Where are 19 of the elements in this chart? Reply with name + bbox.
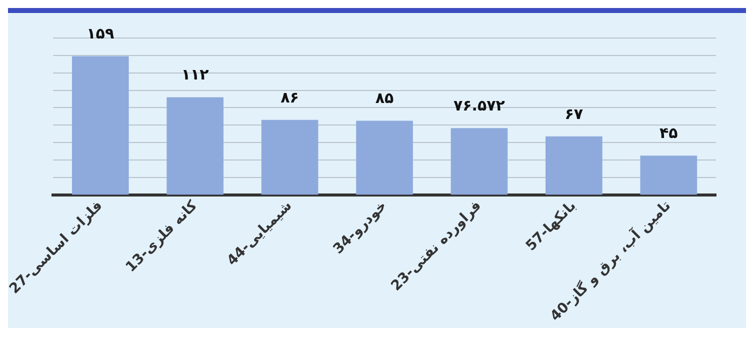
- data-label: ۸۵: [375, 89, 394, 108]
- bar: [640, 156, 698, 195]
- data-label: ۸۶: [280, 88, 299, 106]
- data-label: ۱۱۲: [181, 66, 209, 84]
- data-label: ۱۵۹: [86, 24, 114, 43]
- x-tick-label: 44-شیمیایی: [224, 198, 296, 269]
- data-label: ۷۶.۵۷۲: [453, 96, 505, 114]
- data-label: ۶۷: [564, 104, 584, 123]
- bar: [450, 128, 508, 195]
- bar: [546, 136, 602, 195]
- x-tick-label: 13-کانه فلزی: [122, 197, 202, 276]
- data-label: ۴۵: [659, 124, 678, 142]
- bar: [356, 120, 413, 195]
- x-tick-label: 27-فلزات اساسی: [6, 198, 106, 298]
- bar: [72, 56, 129, 195]
- x-tick-label: 23-فراورده نفتی: [388, 198, 485, 294]
- bar: [166, 97, 224, 195]
- bar: [261, 120, 318, 195]
- x-tick-label: 34-خودرو: [330, 198, 390, 258]
